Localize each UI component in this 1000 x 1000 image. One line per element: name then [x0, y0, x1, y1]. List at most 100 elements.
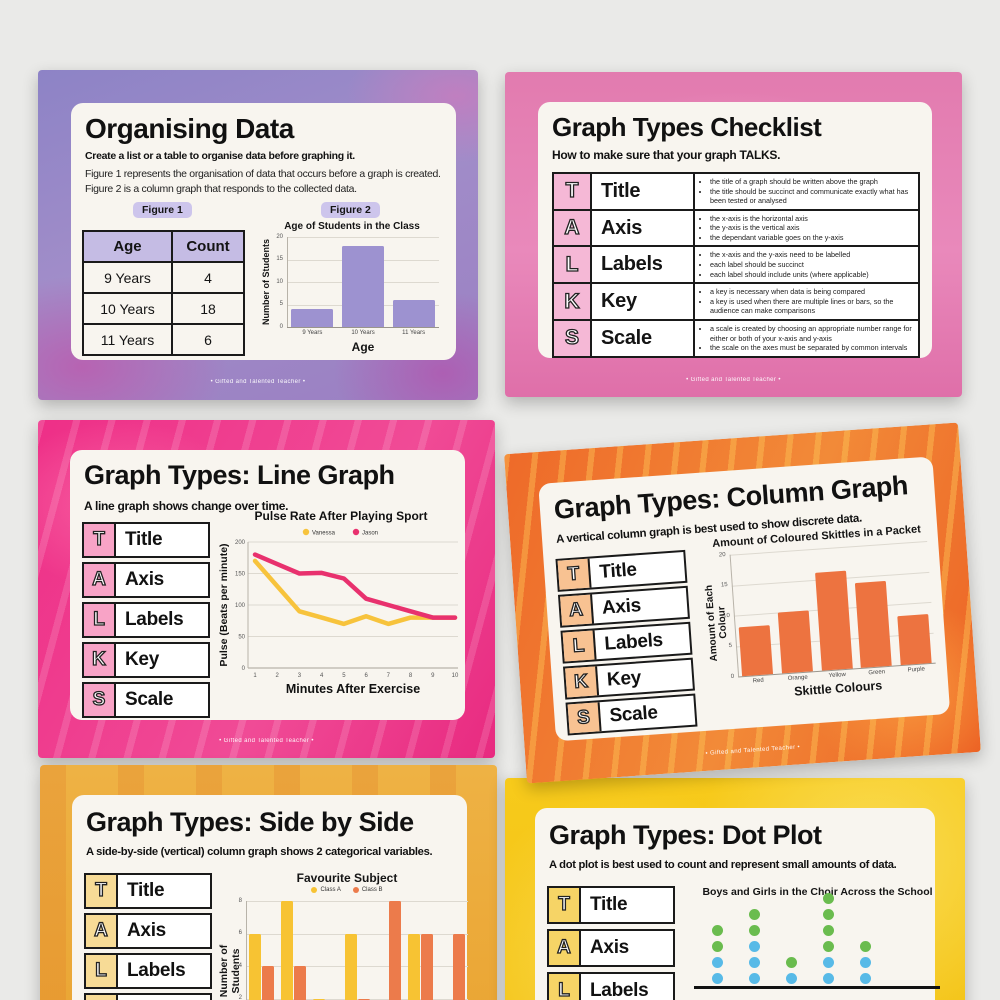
age-count-table-body: 9 Years 4 10 Years 18 11 Years 6: [82, 261, 246, 356]
line-graph-title: Graph Types: Line Graph: [84, 460, 395, 490]
talks-letter: K: [84, 644, 116, 676]
table-cell: 18: [170, 292, 246, 325]
gridline: [246, 901, 468, 902]
talks-letter: L: [86, 955, 118, 987]
line-series-Jason: [252, 552, 458, 620]
x-tick-label: Yellow: [828, 671, 847, 680]
bullet: each label should be succinct: [710, 260, 869, 270]
x-tick-label: Green: [868, 669, 886, 677]
legend-dot: [352, 887, 359, 893]
organising-body-text: Figure 1 represents the organisation of …: [85, 168, 441, 195]
checklist-row: AAxisthe x-axis is the horizontal axisth…: [554, 210, 918, 248]
talks-word: Axis: [125, 569, 164, 590]
gridline: [246, 933, 468, 935]
bullet: the title should be succinct and communi…: [710, 187, 912, 206]
line-graph-subtitle: A line graph shows change over time.: [84, 499, 289, 513]
talks-letter: K: [565, 666, 600, 698]
talks-row: S Scale: [82, 682, 210, 718]
talks-letter: S: [84, 684, 116, 716]
checklist-title: Graph Types Checklist: [552, 112, 822, 142]
legend-label: Jason: [362, 530, 378, 536]
poster-column-graph: Graph Types: Column Graph A vertical col…: [504, 422, 981, 784]
subject-chart-title: Favourite Subject: [296, 871, 398, 885]
bar: [389, 901, 402, 1000]
dot-blue: [822, 956, 834, 968]
dot-plot-subtitle: A dot plot is best used to count and rep…: [549, 859, 897, 871]
talks-row: L Labels: [560, 621, 693, 664]
talks-letter: A: [86, 915, 118, 947]
talks-word: Axis: [127, 920, 166, 941]
checklist-word: Axis: [592, 210, 695, 246]
talks-row: A Axis: [82, 562, 210, 598]
pulse-chart-y-label: Pulse (Beats per minute): [218, 543, 230, 666]
bar: [738, 625, 774, 677]
figure-2-badge: Figure 2: [321, 202, 380, 218]
y-tick-label: 0: [279, 323, 283, 330]
y-tick-label: 20: [276, 233, 283, 240]
talks-row: T Title: [84, 873, 212, 909]
bar: [249, 933, 262, 1000]
figure-1-badge: Figure 1: [133, 202, 192, 218]
bullet: the dependant variable goes on the y-axi…: [710, 233, 843, 243]
bullet: a key is used when there are multiple li…: [710, 297, 912, 316]
bar: [420, 933, 433, 1000]
age-bar-chart: Age of Students in the Class Number of S…: [257, 221, 447, 360]
legend-dot: [311, 887, 318, 893]
checklist-bullets: the x-axis and the y-axis need to be lab…: [695, 247, 918, 282]
x-tick-label: 1: [253, 673, 257, 679]
y-tick-label: 50: [238, 635, 245, 641]
legend-label: Class B: [361, 887, 383, 893]
talks-row: T Title: [82, 522, 210, 558]
talks-row: T Title: [547, 886, 675, 924]
table-cell: 10 Years: [82, 292, 173, 325]
dot-blue: [822, 972, 834, 984]
dot-green: [822, 892, 834, 904]
bar: [897, 614, 932, 666]
talks-row: L Labels: [547, 972, 675, 1000]
bar: [854, 580, 892, 668]
dot-green: [785, 956, 797, 968]
talks-row: L Labels: [84, 953, 212, 989]
dot-green: [822, 908, 834, 920]
y-tick-label: 5: [728, 642, 733, 650]
checklist-letter: K: [554, 284, 592, 319]
talks-word: Labels: [125, 609, 184, 630]
bar: [344, 933, 357, 1000]
y-tick-label: 15: [276, 256, 283, 262]
table-cell: 4: [170, 261, 246, 294]
age-count-table-header: Age Count: [82, 230, 246, 263]
x-tick-label: 9 Years: [302, 330, 323, 336]
talks-row: L Labels: [82, 602, 210, 638]
talks-row: A Axis: [547, 929, 675, 967]
checklist-word: Scale: [592, 320, 695, 356]
x-tick-label: 11 Years: [402, 330, 426, 336]
bullet-list: the title of a graph should be written a…: [697, 177, 912, 206]
side-by-side-subtitle: A side-by-side (vertical) column graph s…: [86, 846, 433, 858]
bar: [357, 998, 370, 1000]
dot-green: [748, 908, 760, 920]
age-chart-x-label: Age: [351, 340, 375, 354]
table-header-cell: Age: [82, 230, 173, 263]
table-cell: 6: [170, 323, 246, 356]
side-by-side-title: Graph Types: Side by Side: [86, 807, 414, 837]
gridline: [287, 237, 439, 238]
line-graph-panel: Graph Types: Line Graph A line graph sho…: [70, 450, 465, 720]
talks-word: Title: [598, 558, 638, 583]
favourite-subject-chart: Favourite Subject Number of Students 024…: [218, 871, 472, 1000]
dot-green: [822, 924, 834, 936]
dot-plot-title: Graph Types: Dot Plot: [549, 820, 822, 850]
poster-dot-plot: Graph Types: Dot Plot A dot plot is best…: [505, 778, 965, 1000]
y-tick-label: 4: [238, 962, 242, 969]
dot-green: [748, 924, 760, 936]
skittles-column-chart: Amount of Coloured Skittles in a Packet …: [700, 523, 945, 729]
dot-blue: [748, 940, 760, 952]
gifted-talented-teacher-logo: • Gifted and Talented Teacher •: [686, 377, 781, 383]
bullet: the x-axis is the horizontal axis: [710, 214, 843, 224]
x-tick-label: 10: [452, 673, 459, 679]
